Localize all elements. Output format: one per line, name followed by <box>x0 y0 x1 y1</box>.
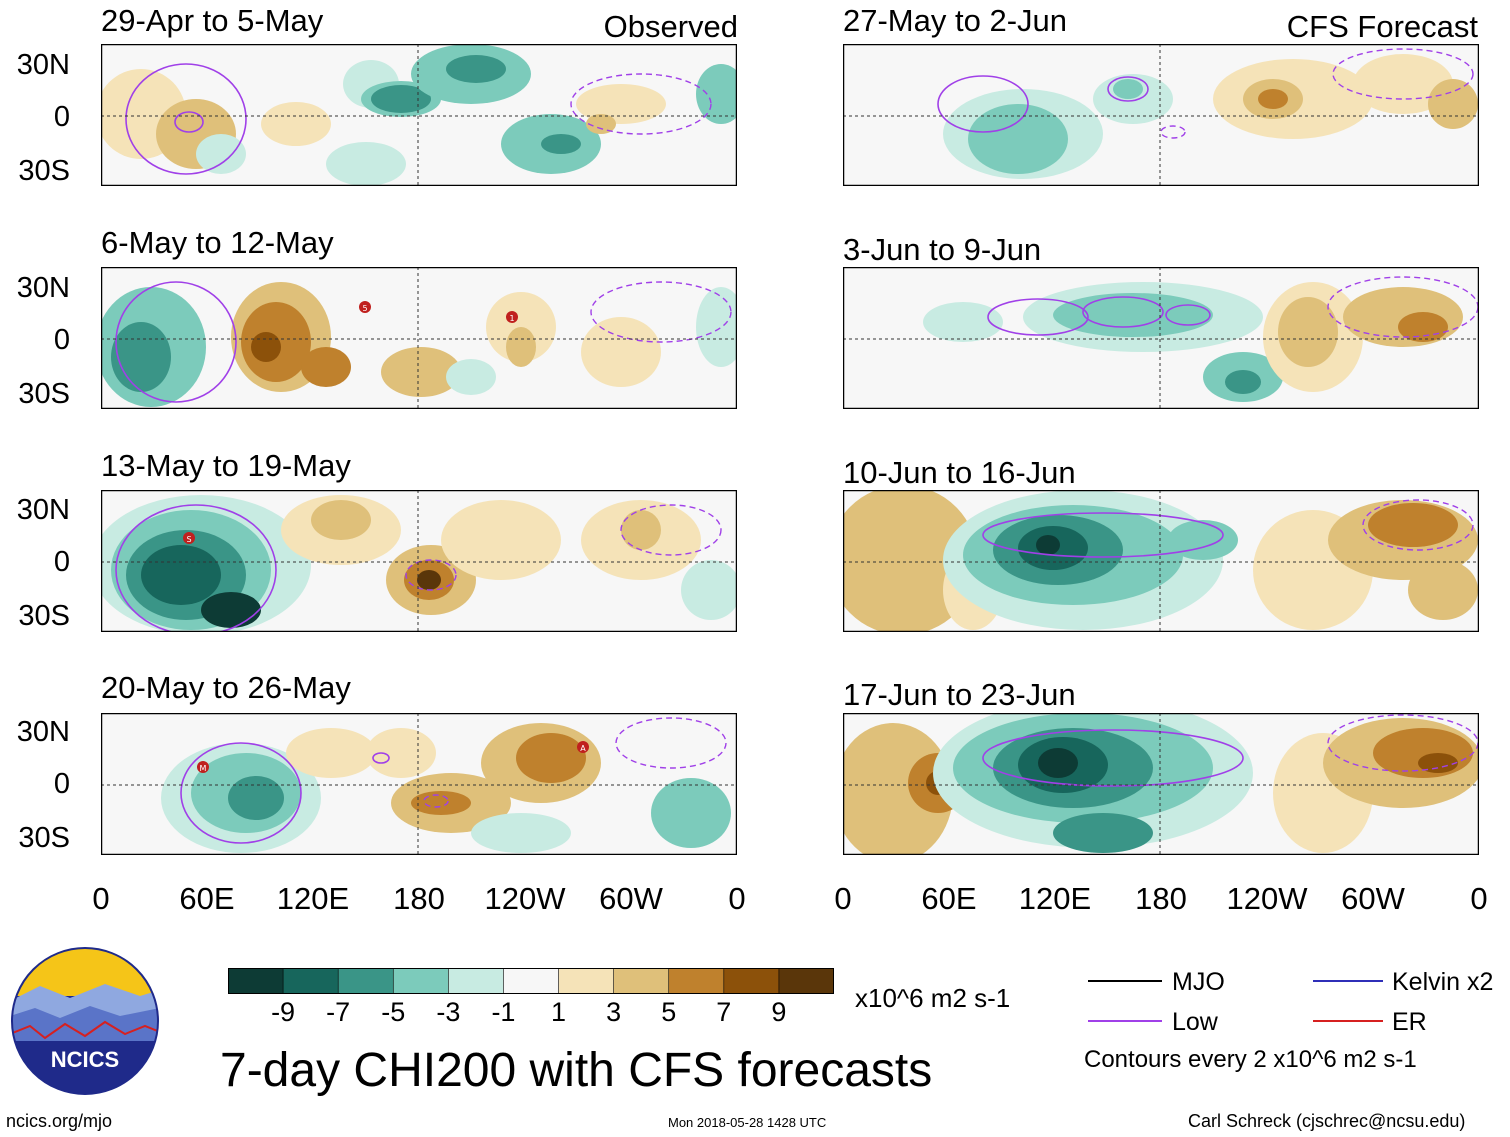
figure-title: 7-day CHI200 with CFS forecasts <box>220 1044 933 1097</box>
lat-label-30s: 30S <box>18 822 70 854</box>
legend-kelvin-line <box>1313 980 1383 982</box>
colorbar-cell <box>392 968 450 994</box>
colorbar-tick-label: 3 <box>606 997 622 1027</box>
ncics-logo-icon: NCICS <box>11 947 159 1095</box>
colorbar <box>228 968 834 994</box>
map-panel-forecast-1 <box>843 44 1479 186</box>
legend-mjo-line <box>1088 980 1162 982</box>
footer-url: ncics.org/mjo <box>6 1111 113 1131</box>
lat-label-eq: 0 <box>53 101 70 133</box>
lat-label-30s: 30S <box>18 378 70 410</box>
colorbar-tick-label: 1 <box>551 997 567 1027</box>
footer-author: Carl Schreck (cjschrec@ncsu.edu) <box>1188 1111 1466 1131</box>
lat-label-eq: 0 <box>53 546 70 578</box>
panel-title-observed-1: 29-Apr to 5-May <box>101 3 324 38</box>
footer-timestamp: Mon 2018-05-28 1428 UTC <box>668 1115 827 1130</box>
legend-mjo-label: MJO <box>1172 968 1225 996</box>
storm-marker-icon <box>197 761 209 773</box>
storm-marker-icon <box>183 532 195 544</box>
panel-title-observed-4: 20-May to 26-May <box>101 670 351 705</box>
map-panel-forecast-2 <box>843 267 1479 409</box>
lon-label: 60W <box>599 881 663 916</box>
colorbar-tick-label: 9 <box>771 997 787 1027</box>
storm-marker-icon <box>577 741 589 753</box>
colorbar-cell <box>558 968 615 994</box>
forecast-column-label: CFS Forecast <box>1286 9 1478 44</box>
colorbar-cell <box>448 968 505 994</box>
panel-title-forecast-4: 17-Jun to 23-Jun <box>843 677 1076 712</box>
storm-marker-icon <box>506 311 518 323</box>
panel-title-forecast-1: 27-May to 2-Jun <box>843 3 1067 38</box>
map-panel-observed-1 <box>101 44 737 186</box>
lat-label-eq: 0 <box>53 768 70 800</box>
legend-er-line <box>1313 1020 1383 1022</box>
panel-title-forecast-2: 3-Jun to 9-Jun <box>843 232 1042 267</box>
colorbar-cell <box>668 968 725 994</box>
colorbar-tick-label: 7 <box>716 997 732 1027</box>
lat-label-30n: 30N <box>16 716 70 748</box>
lon-label: 0 <box>834 881 852 916</box>
colorbar-cell <box>228 968 284 994</box>
lon-label: 60E <box>179 881 235 916</box>
units-label: x10^6 m2 s-1 <box>855 983 1011 1013</box>
legend-low-line <box>1088 1020 1162 1022</box>
observed-column-label: Observed <box>603 9 738 44</box>
lon-label: 120E <box>276 881 350 916</box>
lon-label: 60W <box>1341 881 1405 916</box>
colorbar-cell <box>337 968 395 994</box>
colorbar-tick-label: -1 <box>491 997 516 1027</box>
panel-title-forecast-3: 10-Jun to 16-Jun <box>843 455 1076 490</box>
lon-label: 120W <box>1226 881 1308 916</box>
storm-marker-label: 5 <box>362 304 367 313</box>
lon-label: 0 <box>1470 881 1488 916</box>
contour-note: Contours every 2 x10^6 m2 s-1 <box>1084 1046 1417 1073</box>
colorbar-cell <box>778 968 834 994</box>
logo-text: NCICS <box>51 1047 119 1072</box>
storm-marker-label: S <box>186 535 191 544</box>
legend-er-label: ER <box>1392 1008 1427 1036</box>
map-panel-forecast-4 <box>843 713 1479 855</box>
colorbar-cell <box>503 968 560 994</box>
map-panel-observed-3: S <box>101 490 737 632</box>
colorbar-cell <box>613 968 670 994</box>
map-panel-observed-2: 5 1 <box>101 267 737 409</box>
legend-low-label: Low <box>1172 1008 1218 1036</box>
storm-marker-label: A <box>580 744 586 753</box>
map-panel-forecast-3 <box>843 490 1479 632</box>
storm-marker-icon <box>359 301 371 313</box>
colorbar-tick-label: -9 <box>271 997 296 1027</box>
lon-label: 120E <box>1018 881 1092 916</box>
panel-title-observed-3: 13-May to 19-May <box>101 448 351 483</box>
colorbar-tick-label: -3 <box>436 997 461 1027</box>
colorbar-cell <box>723 968 780 994</box>
legend-kelvin-label: Kelvin x2 <box>1392 968 1494 996</box>
colorbar-tick-label: -5 <box>381 997 406 1027</box>
lat-label-eq: 0 <box>53 324 70 356</box>
colorbar-tick-label: 5 <box>661 997 677 1027</box>
colorbar-tick-label: -7 <box>326 997 351 1027</box>
panel-title-observed-2: 6-May to 12-May <box>101 225 334 260</box>
lon-label: 60E <box>921 881 977 916</box>
lat-label-30s: 30S <box>18 155 70 187</box>
lon-label: 180 <box>393 881 445 916</box>
lat-label-30n: 30N <box>16 49 70 81</box>
lon-label: 0 <box>728 881 746 916</box>
map-panel-observed-4: M A <box>101 713 737 855</box>
lat-label-30s: 30S <box>18 600 70 632</box>
lat-label-30n: 30N <box>16 494 70 526</box>
lon-label: 0 <box>92 881 110 916</box>
lon-label: 180 <box>1135 881 1187 916</box>
colorbar-cell <box>282 968 339 994</box>
storm-marker-label: M <box>200 764 207 773</box>
storm-marker-label: 1 <box>509 314 514 323</box>
lon-label: 120W <box>484 881 566 916</box>
lat-label-30n: 30N <box>16 272 70 304</box>
